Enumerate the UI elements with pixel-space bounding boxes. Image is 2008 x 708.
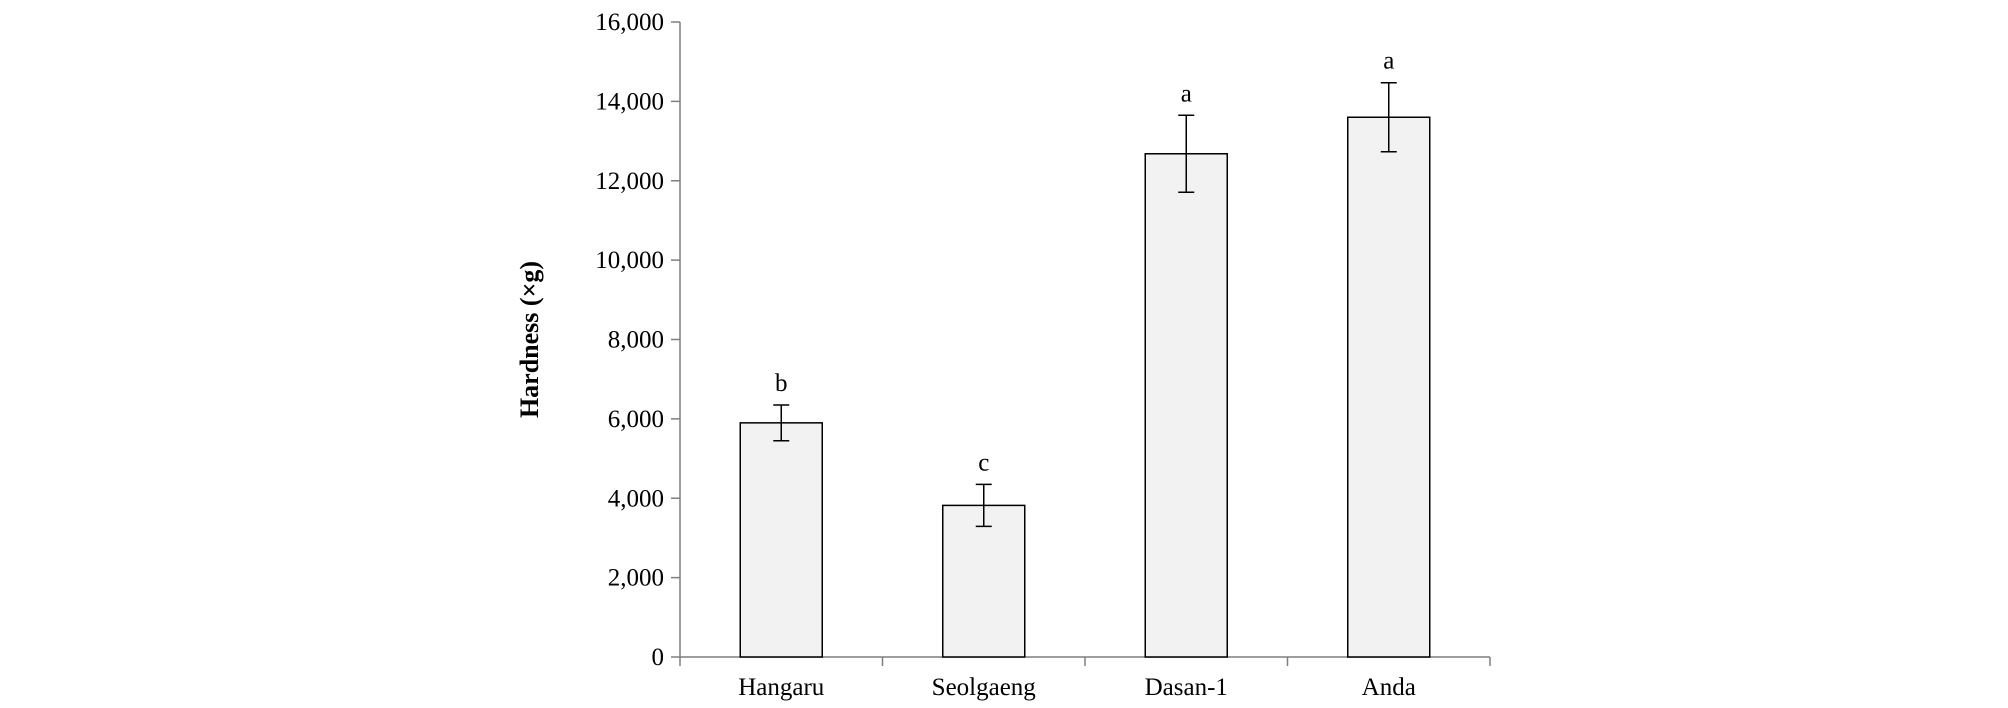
y-tick-label: 14,000 (595, 88, 664, 115)
x-tick-label: Anda (1362, 674, 1416, 701)
x-tick-label: Dasan-1 (1145, 674, 1228, 701)
bars (739, 116, 1431, 658)
bar (1347, 116, 1431, 658)
y-tick-label: 8,000 (608, 327, 664, 354)
y-tick-label: 0 (652, 644, 665, 671)
error-bars (773, 81, 1397, 528)
x-tick-label: Seolgaeng (932, 674, 1037, 701)
y-tick-label: 10,000 (595, 247, 664, 274)
y-tick-label: 12,000 (595, 168, 664, 195)
y-tick-label: 2,000 (608, 565, 664, 592)
x-axis: Hangaru Seolgaeng Dasan-1 Anda (679, 656, 1491, 701)
significance-label: a (1181, 80, 1192, 107)
bar (942, 504, 1026, 658)
significance-label: b (775, 370, 788, 397)
y-tick-label: 6,000 (608, 406, 664, 433)
y-tick-label: 4,000 (608, 485, 664, 512)
significance-label: a (1383, 48, 1394, 75)
significance-labels: b c a a (775, 48, 1394, 477)
bar (739, 422, 823, 658)
y-axis-title: Hardness (×g) (515, 261, 544, 418)
y-tick-label: 16,000 (595, 9, 664, 36)
y-axis: 0 2,000 4,000 6,000 8,000 10,000 12,000 14,000 1… (595, 9, 681, 671)
bar (1144, 153, 1228, 658)
x-tick-label: Hangaru (738, 674, 825, 701)
significance-label: c (978, 449, 989, 476)
